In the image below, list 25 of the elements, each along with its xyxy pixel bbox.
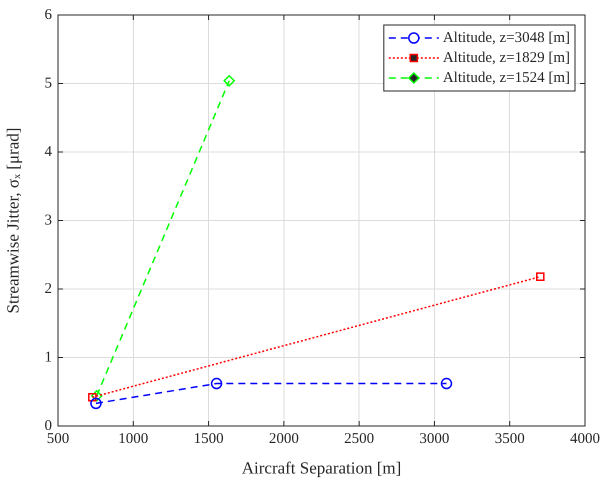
point	[90, 398, 102, 410]
legend-label: Altitude, z=1524 [m]	[442, 70, 570, 86]
legend-label: Altitude, z=1829 [m]	[442, 50, 570, 66]
y-tick-label: 4	[44, 144, 52, 160]
x-tick-label: 1500	[194, 430, 224, 447]
y-tick-label: 5	[44, 75, 52, 92]
y-axis-title: Streamwise Jitter, σₓ [μrad]	[4, 128, 23, 314]
x-tick-label: 3500	[494, 430, 525, 447]
point	[210, 378, 222, 390]
x-tick-label: 2500	[344, 430, 374, 447]
x-axis-title: Aircraft Separation [m]	[242, 458, 402, 478]
y-tick-label: 2	[44, 280, 52, 297]
y-tick-label: 3	[44, 212, 52, 228]
y-tick-label: 6	[44, 6, 52, 23]
y-tick-label: 1	[44, 349, 52, 366]
x-tick-label: 2000	[268, 430, 299, 447]
point	[88, 392, 97, 402]
point	[440, 378, 452, 390]
x-tick-label: 4000	[570, 430, 600, 447]
legend-label: Altitude, z=3048 [m]	[442, 30, 570, 46]
x-tick-label: 1000	[118, 430, 148, 447]
point	[223, 75, 235, 87]
point	[536, 272, 545, 281]
point	[90, 390, 102, 402]
x-tick-label: 3000	[419, 430, 450, 447]
